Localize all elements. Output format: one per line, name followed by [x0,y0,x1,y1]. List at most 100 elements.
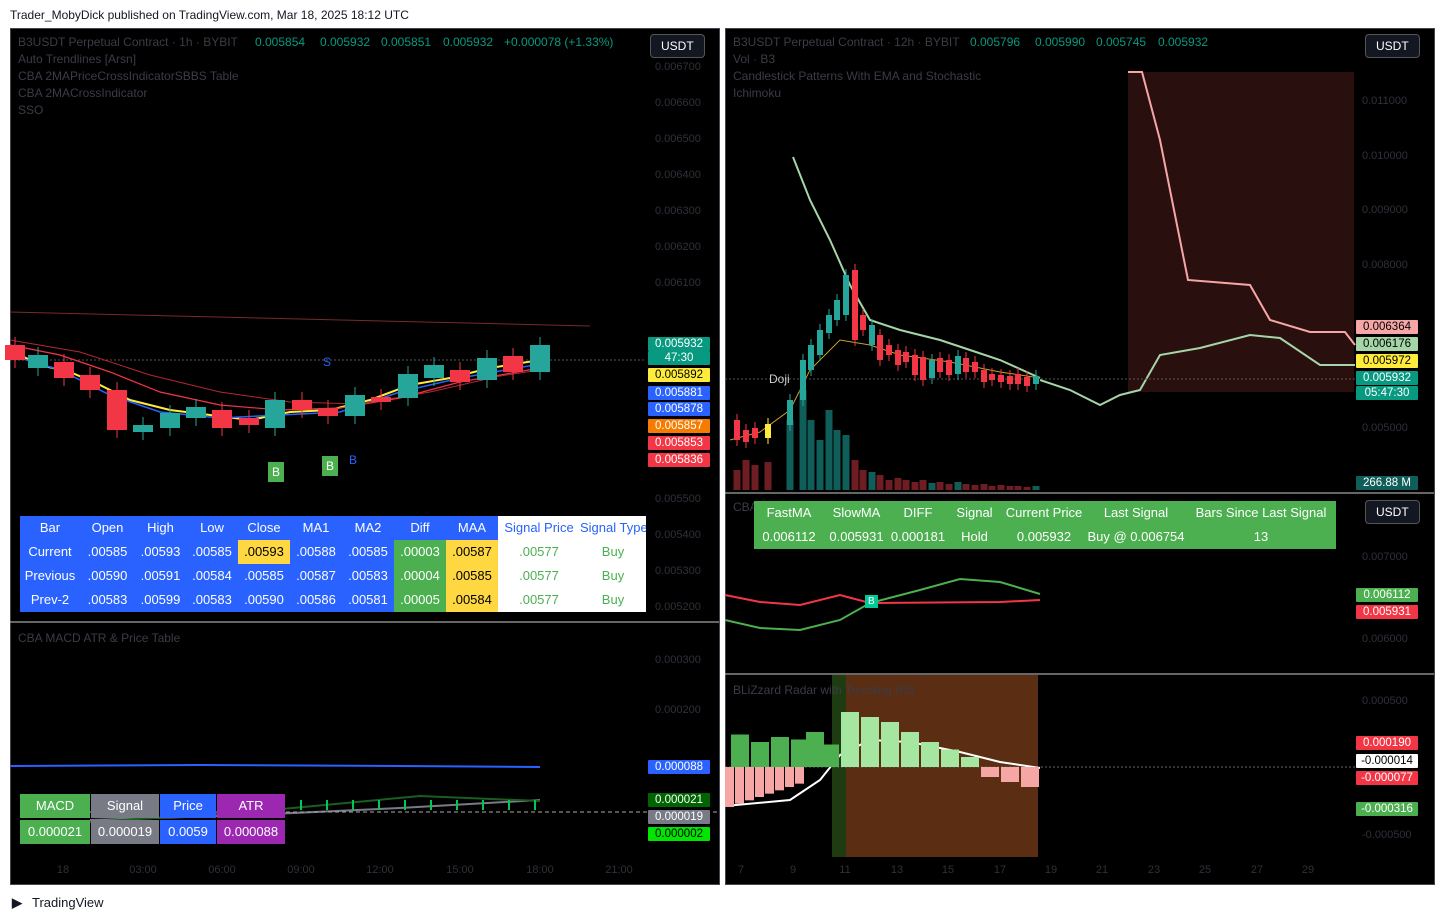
table-cell: 0.0059 [160,820,216,844]
symbol: B3USDT Perpetual Contract · 1h · BYBIT [18,35,238,49]
candle [981,370,987,382]
axis-label: 0.000300 [655,654,701,666]
pattern-label: Doji [769,372,790,386]
table-cell: .00585 [446,564,498,588]
time-axis-label: 23 [1147,864,1161,876]
table-cell: Low [186,516,238,540]
table-cell: Bars Since Last Signal [1186,501,1336,525]
time-axis-label: 7 [737,864,745,876]
table-cell: .00584 [446,588,498,612]
candle [937,358,943,372]
signal-label: B [268,462,285,482]
slow-ma [724,593,1041,607]
candle [841,712,859,767]
candle [998,375,1004,382]
time-axis-label: 03:00 [129,864,157,876]
signal-label: S [323,355,332,369]
price-tag: 0.005881 [648,386,710,400]
price-axis-label: 0.005000 [1362,422,1408,434]
table-cell: .00584 [186,564,238,588]
table-cell: SlowMA [824,501,889,525]
time-axis-label: 27 [1250,864,1264,876]
candle [919,480,927,490]
table-cell: .00585 [80,540,135,564]
table-cell: .00004 [394,564,446,588]
table-cell: .00593 [238,540,290,564]
table-cell: FastMA [754,501,824,525]
table-cell: MACD [20,794,90,818]
candle [1007,376,1013,384]
time-axis-label: 13 [890,864,904,876]
table-cell: .00587 [290,564,342,588]
price-tag: 0.006176 [1356,337,1418,351]
candle [764,462,772,490]
candle [817,330,823,355]
ichimoku-span [1039,333,1355,407]
value-tag: 0.005931 [1356,605,1418,619]
value-tag: -0.000014 [1356,754,1418,768]
candle [833,430,841,490]
candle [945,484,953,490]
candle [292,400,312,410]
candle [816,440,824,490]
candle [424,365,444,378]
candle [826,315,832,333]
candle [735,767,744,804]
candle [5,345,25,360]
candle [265,400,285,428]
time-axis-label: 25 [1198,864,1212,876]
signal-label: B [865,595,878,608]
signal-label: B [349,453,358,467]
candle [534,800,536,810]
candle [946,360,952,375]
time-axis-label: 21 [1095,864,1109,876]
value-tag: 0.000088 [648,760,710,774]
candle [477,358,497,380]
price-tag: 0.005853 [648,436,710,450]
candle [962,484,970,490]
time-axis-label: 29 [1301,864,1315,876]
price-axis-label: 0.006100 [655,277,701,289]
table-cell: .00590 [80,564,135,588]
volume-tag: 266.88 M [1356,476,1418,490]
value-tag: 0.000190 [1356,736,1418,750]
table-cell: MAA [446,516,498,540]
left-pane [10,28,720,885]
indicator-name: Auto Trendlines [Arsn] [18,52,137,66]
table-cell: .00585 [238,564,290,588]
table-cell: 0.000019 [91,820,159,844]
table-cell: .00577 [498,540,580,564]
time-axis-label: 21:00 [605,864,633,876]
table-cell: Bar [20,516,80,540]
price-axis-label: 0.005200 [655,601,701,613]
candle [928,483,936,490]
candle [430,800,432,810]
table-cell: Current Price [1002,501,1086,525]
table-cell: .00577 [498,564,580,588]
candle [742,460,750,490]
table-cell: Buy [580,564,646,588]
footer-brand: TradingView [32,895,104,910]
candle [912,355,918,375]
candle [133,425,153,432]
candle [800,360,806,400]
table-cell: Hold [947,525,1002,549]
candle [881,722,899,767]
value-tag: 0.000021 [648,793,710,807]
currency-button: USDT [1365,500,1420,524]
candle [743,430,749,442]
value-tag: -0.000316 [1356,802,1418,816]
candle [725,767,734,807]
table-cell: MA1 [290,516,342,540]
table-cell: .00583 [342,564,394,588]
ma-line [9,344,541,411]
candle [326,800,328,810]
candles [5,264,1040,810]
candle [821,744,839,767]
table-cell: .00585 [342,540,394,564]
candle [808,345,814,370]
candle [954,482,962,490]
signal-label: B [322,456,339,476]
candle [1023,487,1031,490]
